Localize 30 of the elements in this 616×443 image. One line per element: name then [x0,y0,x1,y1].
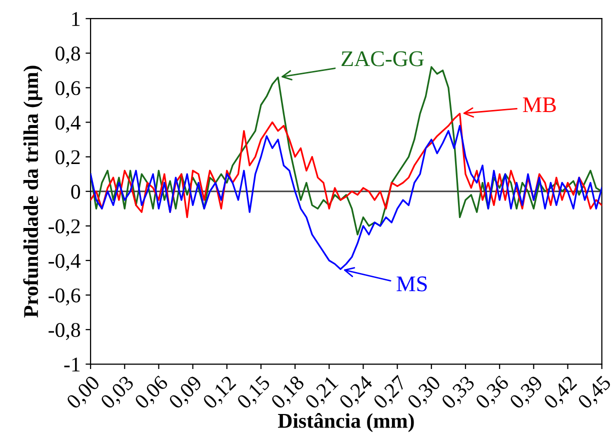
x-tick-label: 0,18 [270,374,307,412]
y-tick-label: 1 [72,12,80,26]
y-axis-title: Profundidade da trilha (µm) [23,66,42,318]
line-series [90,124,602,270]
x-tick-label: 0,12 [202,375,239,412]
y-tick-label: -0,2 [48,219,80,236]
x-tick-label: 0,27 [372,374,410,412]
line-series [90,66,602,236]
line-series [90,112,602,218]
y-tick-label: 0,2 [56,150,80,168]
annotation: MB [522,97,556,112]
y-tick-label: 0,8 [56,46,80,64]
x-tick-label: 0,15 [236,374,273,412]
y-tick-label: -0,6 [48,288,80,306]
y-tick-label: 0,6 [56,81,80,98]
y-tick-label: 0,4 [56,116,81,133]
x-axis-title: Distância (mm) [278,413,414,432]
x-tick-label: 0,21 [304,375,341,412]
y-tick-label: -1 [64,358,80,372]
x-tick-label: 0,30 [406,374,444,412]
x-tick-label: 0,09 [168,374,205,412]
annotation: ZAC-GG [342,51,424,66]
y-tick-label: -0,8 [48,322,80,340]
x-tick-label: 0,24 [338,374,376,412]
x-tick-label: 0,45 [577,374,614,412]
annotation: MS [396,276,427,292]
x-tick-label: 0,00 [66,374,102,412]
y-tick-label: -0,4 [48,254,81,271]
y-tick-label: 0 [71,184,80,199]
x-tick-label: 0,33 [440,374,478,412]
